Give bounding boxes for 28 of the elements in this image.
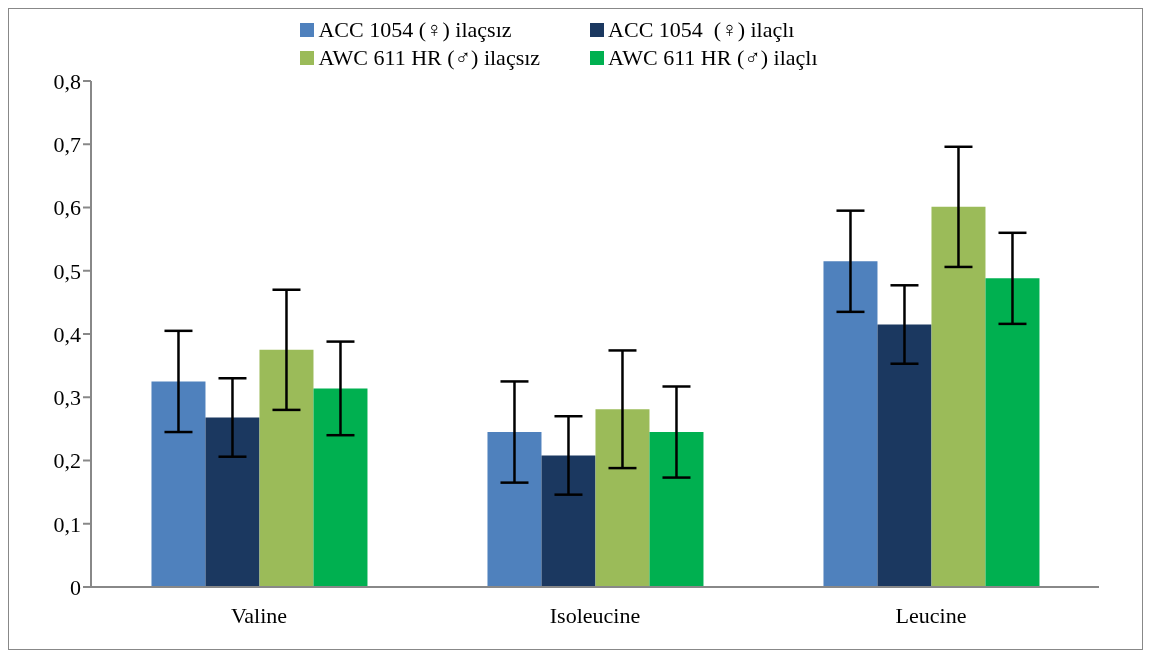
bar [541, 455, 596, 587]
y-tick-label: 0,1 [53, 511, 81, 537]
legend-label: AWC 611 HR (♂) ilaçlı [608, 45, 818, 71]
y-tick-label: 0,8 [53, 68, 81, 94]
bar [931, 206, 986, 587]
x-tick-label: Valine [230, 602, 288, 628]
x-tick-label: Leucine [895, 602, 967, 628]
bar [313, 388, 368, 587]
legend-label: ACC 1054 (♀) ilaçlı [608, 17, 795, 43]
bar [823, 261, 878, 587]
y-tick-label: 0,3 [53, 385, 81, 411]
bar [985, 278, 1040, 587]
bar [649, 432, 704, 587]
y-tick-label: 0 [70, 574, 81, 600]
y-tick-label: 0,5 [53, 258, 81, 284]
y-tick-label: 0,6 [53, 195, 81, 221]
bar [487, 432, 542, 587]
x-tick-label: Isoleucine [549, 602, 641, 628]
bar [595, 409, 650, 587]
bar [151, 381, 206, 587]
y-tick-label: 0,2 [53, 448, 81, 474]
bar [205, 417, 260, 587]
bar [259, 349, 314, 587]
bar [877, 324, 932, 587]
legend-label: AWC 611 HR (♂) ilaçsız [318, 45, 541, 71]
legend-label: ACC 1054 (♀) ilaçsız [318, 17, 512, 43]
y-tick-label: 0,4 [53, 321, 81, 347]
y-tick-label: 0,7 [53, 132, 81, 158]
